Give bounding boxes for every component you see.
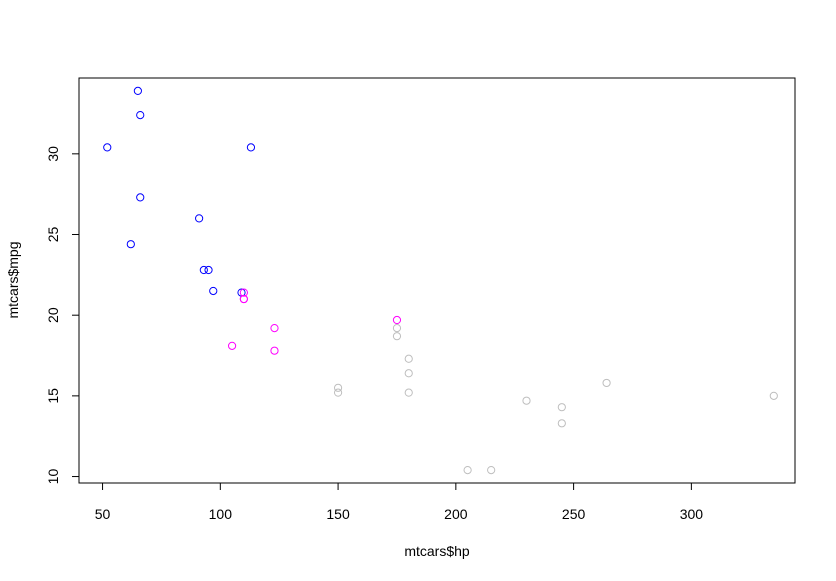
y-tick-label: 25 bbox=[45, 227, 61, 243]
data-point bbox=[522, 396, 531, 405]
data-point bbox=[333, 383, 343, 392]
x-tick-label: 150 bbox=[326, 506, 350, 522]
x-tick-label: 100 bbox=[209, 506, 233, 522]
data-point bbox=[392, 323, 402, 333]
x-axis-title: mtcars$hp bbox=[404, 543, 470, 559]
data-point bbox=[333, 388, 343, 397]
data-point bbox=[204, 265, 213, 275]
data-point bbox=[270, 346, 279, 355]
x-tick-label: 200 bbox=[444, 506, 468, 522]
data-point bbox=[392, 332, 402, 341]
plot-frame bbox=[78, 77, 796, 484]
y-tick-label: 15 bbox=[45, 388, 61, 404]
data-point bbox=[227, 341, 237, 350]
data-point bbox=[404, 369, 413, 378]
data-point bbox=[463, 465, 472, 475]
y-axis: 10 15 20 25 30 bbox=[45, 146, 80, 485]
data-point bbox=[602, 378, 611, 388]
data-point bbox=[195, 214, 204, 223]
data-point bbox=[103, 143, 112, 152]
data-point bbox=[557, 403, 566, 412]
data-point bbox=[392, 315, 402, 325]
data-point bbox=[136, 111, 145, 120]
y-tick-label: 10 bbox=[45, 469, 61, 485]
data-points bbox=[103, 86, 778, 475]
y-tick-label: 20 bbox=[45, 307, 61, 323]
data-point bbox=[136, 193, 145, 202]
data-point bbox=[199, 265, 208, 275]
x-tick-label: 250 bbox=[562, 506, 586, 522]
y-tick-label: 30 bbox=[45, 146, 61, 162]
x-tick-label: 50 bbox=[95, 506, 111, 522]
data-point bbox=[557, 419, 566, 428]
data-point bbox=[209, 286, 218, 296]
data-point bbox=[769, 391, 778, 400]
data-point bbox=[487, 465, 496, 475]
data-point bbox=[270, 323, 279, 333]
data-point bbox=[404, 388, 413, 397]
x-axis: 50 100 150 200 250 300 bbox=[95, 482, 704, 522]
data-point bbox=[404, 354, 413, 363]
data-point bbox=[239, 294, 248, 304]
y-axis-title: mtcars$mpg bbox=[5, 241, 21, 318]
x-tick-label: 300 bbox=[680, 506, 704, 522]
data-point bbox=[126, 240, 135, 249]
data-point bbox=[239, 288, 248, 297]
data-point bbox=[246, 143, 256, 152]
data-point bbox=[133, 86, 142, 96]
